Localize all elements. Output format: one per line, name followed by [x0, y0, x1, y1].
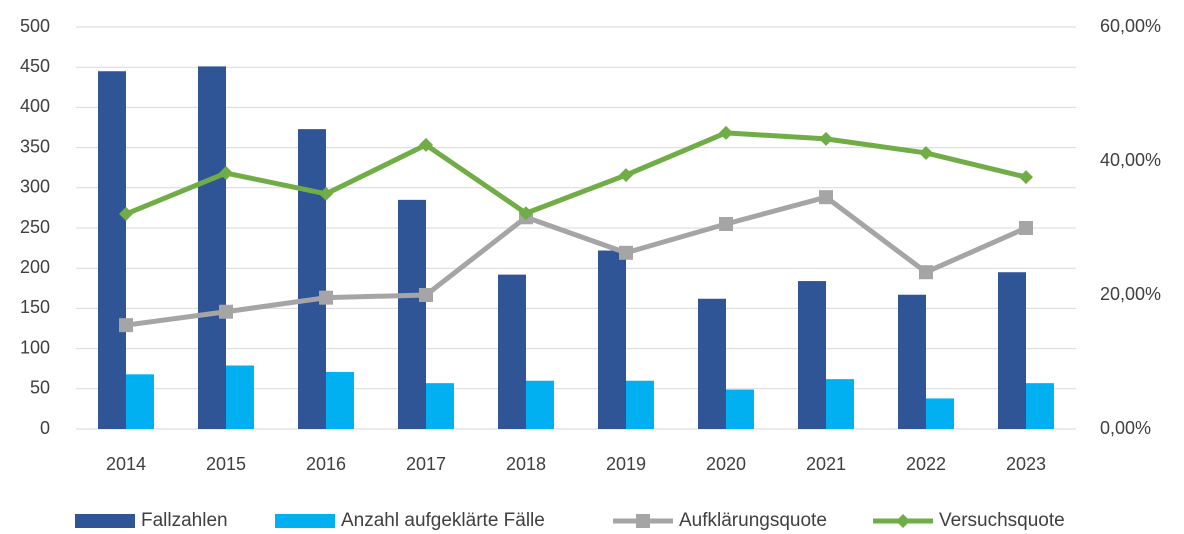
y-tick-label: 450 [20, 56, 50, 76]
legend: Fallzahlen Anzahl aufgeklärte Fälle Aufklä… [75, 510, 1065, 531]
marker [719, 216, 733, 231]
marker [119, 318, 133, 333]
y2-tick-label: 40,00% [1100, 150, 1161, 170]
marker [319, 186, 333, 201]
marker [1019, 221, 1033, 235]
bar [398, 199, 426, 429]
bar [126, 374, 154, 429]
bar [1026, 383, 1054, 429]
y2-tick-label: 60,00% [1100, 16, 1161, 36]
bar [498, 274, 526, 429]
legend-label: Versuchsquote [939, 510, 1065, 531]
bar [698, 298, 726, 429]
y-tick-label: 400 [20, 96, 50, 116]
bar [298, 129, 326, 429]
y-tick-label: 200 [20, 257, 50, 277]
marker [619, 245, 633, 260]
x-tick-label: 2023 [1006, 454, 1046, 474]
y-tick-label: 50 [30, 378, 50, 398]
bar [798, 281, 826, 429]
legend-marker [636, 514, 650, 528]
y-tick-label: 500 [20, 16, 50, 36]
line [125, 130, 1027, 217]
y-tick-label: 250 [20, 217, 50, 237]
marker [719, 125, 733, 140]
x-tick-label: 2014 [106, 454, 146, 474]
bar [198, 66, 226, 430]
bar [426, 383, 454, 429]
marker [319, 290, 333, 305]
legend-marker [896, 514, 910, 528]
y2-tick-label: 0,00% [1100, 418, 1151, 438]
bar [526, 380, 554, 429]
marker [919, 145, 933, 160]
x-tick-label: 2020 [706, 454, 746, 474]
marker [1019, 170, 1033, 185]
bar [626, 380, 654, 429]
y-tick-label: 0 [40, 418, 50, 438]
x-tick-label: 2019 [606, 454, 646, 474]
bar [998, 272, 1026, 429]
line [125, 194, 1028, 328]
legend-marker [636, 514, 650, 528]
bar [898, 294, 926, 429]
legend-label: Fallzahlen [141, 510, 228, 531]
legend-swatch [275, 514, 335, 528]
x-tick-label: 2015 [206, 454, 246, 474]
legend-label: Aufklärungsquote [679, 510, 827, 531]
y-tick-label: 300 [20, 177, 50, 197]
marker [419, 288, 433, 302]
marker [419, 137, 433, 152]
bar [826, 379, 854, 429]
marker [819, 190, 833, 205]
x-tick-label: 2017 [406, 454, 446, 474]
marker [519, 206, 533, 221]
legend-marker [896, 514, 910, 528]
y-tick-label: 100 [20, 337, 50, 357]
marker [219, 166, 233, 181]
x-tick-label: 2018 [506, 454, 546, 474]
marker [919, 265, 933, 280]
bar [726, 389, 754, 429]
bar [98, 71, 126, 429]
bar [926, 398, 954, 429]
marker [619, 168, 633, 183]
legend-label: Anzahl aufgeklärte Fälle [341, 510, 545, 531]
y-tick-label: 350 [20, 136, 50, 156]
y-tick-label: 150 [20, 297, 50, 317]
x-tick-label: 2016 [306, 454, 346, 474]
bar [598, 250, 626, 429]
y2-tick-label: 20,00% [1100, 284, 1161, 304]
legend-swatch [75, 514, 135, 528]
marker [219, 304, 233, 319]
x-tick-label: 2022 [906, 454, 946, 474]
marker [119, 206, 133, 221]
bar [226, 365, 254, 429]
marker [819, 131, 833, 146]
x-tick-label: 2021 [806, 454, 846, 474]
bar [326, 371, 354, 429]
